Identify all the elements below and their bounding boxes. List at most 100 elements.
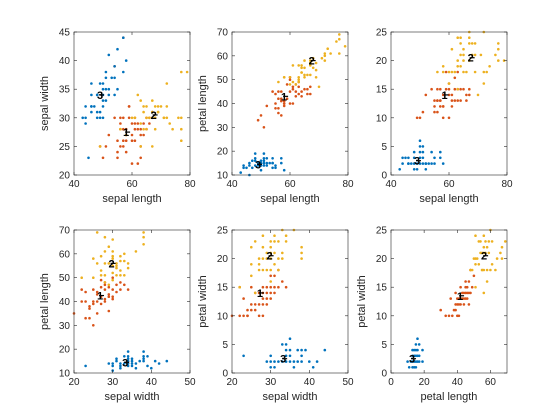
data-point bbox=[127, 116, 131, 120]
data-point bbox=[99, 302, 103, 306]
x-axis-label: sepal length bbox=[260, 193, 319, 205]
data-point bbox=[459, 65, 462, 68]
data-point bbox=[300, 348, 303, 352]
data-point bbox=[323, 52, 327, 55]
data-point bbox=[262, 159, 266, 162]
y-tick-label: 5 bbox=[381, 340, 387, 351]
x-axis-label: sepal width bbox=[104, 391, 159, 403]
data-point bbox=[297, 64, 301, 67]
data-point bbox=[180, 127, 183, 131]
cluster-3-series bbox=[239, 152, 286, 177]
data-point bbox=[421, 348, 424, 352]
cluster-2-series bbox=[277, 33, 347, 89]
data-point bbox=[265, 360, 269, 363]
data-point bbox=[456, 70, 460, 74]
data-point bbox=[294, 83, 298, 86]
data-point bbox=[309, 85, 312, 89]
data-point bbox=[107, 293, 111, 296]
data-point bbox=[462, 59, 465, 62]
data-point bbox=[450, 47, 454, 51]
data-point bbox=[284, 234, 288, 237]
x-tick-label: 50 bbox=[184, 377, 196, 388]
data-point bbox=[424, 162, 428, 165]
data-point bbox=[269, 268, 273, 272]
data-point bbox=[113, 76, 116, 80]
data-point bbox=[465, 297, 469, 300]
data-point bbox=[416, 337, 419, 341]
data-point bbox=[421, 162, 425, 165]
data-point bbox=[277, 285, 280, 289]
data-point bbox=[253, 164, 257, 167]
data-point bbox=[277, 107, 280, 110]
data-point bbox=[101, 105, 105, 108]
data-point bbox=[110, 76, 113, 80]
data-point bbox=[142, 359, 145, 363]
data-point bbox=[441, 93, 445, 97]
data-point bbox=[103, 281, 107, 284]
data-point bbox=[436, 110, 439, 114]
data-point bbox=[101, 87, 105, 91]
data-point bbox=[250, 303, 253, 306]
data-point bbox=[489, 268, 492, 272]
data-point bbox=[273, 285, 276, 289]
data-point bbox=[480, 268, 484, 272]
data-point bbox=[449, 297, 453, 300]
x-axis-label: sepal length bbox=[102, 193, 161, 205]
data-point bbox=[136, 93, 140, 97]
data-point bbox=[115, 290, 118, 294]
data-point bbox=[107, 133, 111, 137]
data-point bbox=[165, 82, 169, 85]
data-point bbox=[484, 240, 487, 243]
data-point bbox=[124, 139, 128, 142]
data-point bbox=[248, 164, 251, 167]
data-point bbox=[113, 65, 116, 68]
data-point bbox=[257, 268, 261, 272]
y-tick-label: 5 bbox=[381, 142, 387, 153]
data-point bbox=[245, 166, 248, 170]
data-point bbox=[485, 268, 489, 272]
data-point bbox=[111, 250, 114, 253]
data-point bbox=[291, 64, 295, 67]
data-point bbox=[136, 122, 140, 125]
data-point bbox=[436, 70, 439, 74]
data-point bbox=[142, 355, 145, 358]
data-point bbox=[418, 116, 422, 120]
data-point bbox=[326, 47, 330, 50]
data-point bbox=[427, 162, 431, 165]
y-tick-label: 60 bbox=[59, 249, 71, 260]
data-point bbox=[157, 362, 161, 365]
data-point bbox=[421, 156, 425, 160]
data-point bbox=[104, 87, 108, 91]
data-point bbox=[107, 262, 111, 265]
data-point bbox=[447, 116, 451, 120]
data-point bbox=[119, 281, 122, 284]
data-point bbox=[288, 360, 292, 363]
y-tick-label: 0 bbox=[222, 369, 228, 380]
data-point bbox=[306, 92, 309, 96]
x-tick-label: 40 bbox=[304, 377, 316, 388]
data-point bbox=[453, 99, 457, 102]
y-tick-label: 20 bbox=[217, 254, 229, 265]
y-tick-label: 35 bbox=[59, 85, 71, 96]
data-point bbox=[467, 280, 471, 283]
data-point bbox=[418, 162, 422, 165]
data-point bbox=[314, 61, 318, 65]
data-point bbox=[115, 266, 118, 270]
data-point bbox=[417, 343, 421, 346]
y-tick-label: 25 bbox=[59, 142, 71, 153]
data-point bbox=[474, 285, 477, 289]
y-axis-label: petal width bbox=[356, 275, 368, 328]
data-point bbox=[142, 243, 145, 246]
data-point bbox=[450, 93, 454, 97]
data-point bbox=[113, 116, 116, 120]
data-point bbox=[269, 257, 273, 260]
data-point bbox=[284, 348, 288, 352]
data-point bbox=[441, 116, 445, 120]
data-point bbox=[142, 231, 145, 234]
data-point bbox=[473, 53, 477, 57]
data-point bbox=[284, 240, 288, 243]
data-point bbox=[259, 168, 263, 172]
data-point bbox=[487, 251, 491, 255]
data-point bbox=[253, 157, 257, 160]
data-point bbox=[122, 70, 125, 74]
